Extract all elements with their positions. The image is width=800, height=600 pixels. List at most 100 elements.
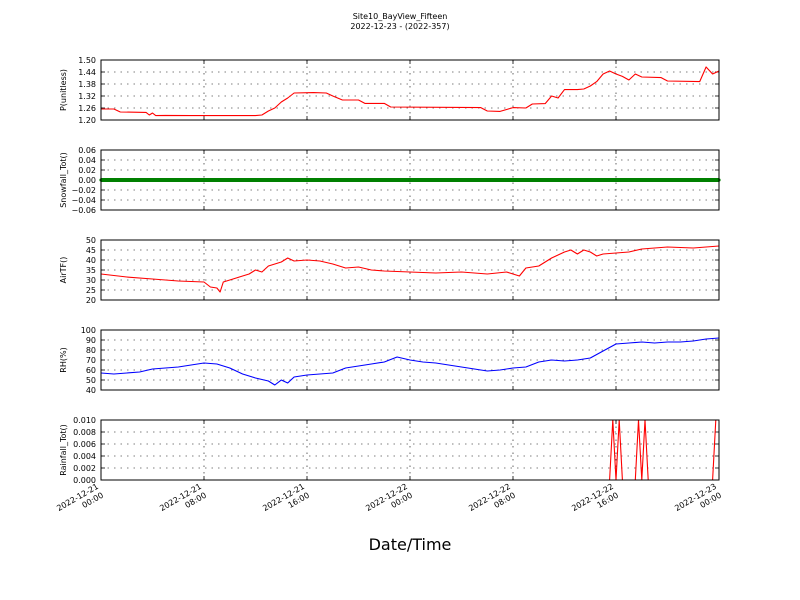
series-point: [653, 178, 657, 182]
series-point: [379, 178, 383, 182]
series-point: [498, 178, 502, 182]
y-tick-label: 0.008: [73, 428, 96, 437]
series-point: [636, 178, 641, 182]
series-point: [147, 178, 151, 182]
series-point: [591, 178, 596, 182]
series-point: [215, 178, 219, 182]
series-point: [710, 178, 715, 182]
series-point: [237, 178, 242, 182]
series-point: [292, 178, 296, 182]
series-point: [582, 178, 586, 182]
series-point: [224, 178, 229, 182]
y-axis-label: RH(%): [59, 347, 68, 372]
series-point: [244, 178, 248, 182]
series-point: [138, 178, 142, 182]
series-point: [324, 178, 328, 182]
series-point: [395, 178, 399, 182]
series-point: [141, 178, 145, 182]
y-tick-label: 0.002: [73, 464, 96, 473]
series-point: [633, 178, 637, 182]
series-point: [585, 178, 589, 182]
series-point: [524, 178, 528, 182]
series-point: [533, 178, 538, 182]
series-point: [405, 178, 409, 182]
chart-subtitle: 2022-12-23 - (2022-357): [350, 22, 449, 31]
series-point: [556, 178, 560, 182]
series-point: [125, 178, 129, 182]
series-point: [459, 178, 464, 182]
series-point: [360, 178, 364, 182]
series-point: [411, 178, 415, 182]
series-point: [595, 178, 599, 182]
series-point: [257, 178, 261, 182]
chart-panel-5: 0.010 0.008 0.006 0.004 0.002 0.000 Rainfall_T…: [59, 416, 720, 485]
series-point: [372, 178, 377, 182]
series-point: [482, 178, 486, 182]
y-tick-label: 50: [86, 376, 96, 385]
series-point: [414, 178, 419, 182]
series-point: [347, 178, 351, 182]
y-tick-label: 90: [86, 336, 96, 345]
series-point: [195, 178, 200, 182]
series-point: [350, 178, 354, 182]
y-tick-label: 100: [81, 326, 96, 335]
y-tick-label: 1.26: [78, 104, 96, 113]
series-point: [118, 178, 122, 182]
y-tick-label: 50: [86, 236, 96, 245]
series-point: [540, 178, 544, 182]
series-point: [344, 178, 348, 182]
panels-group: 1.501.441.381.321.261.20P(unitless)0.060…: [59, 56, 721, 485]
y-tick-label: 80: [86, 346, 96, 355]
series-point: [511, 178, 515, 182]
series-point: [704, 178, 708, 182]
series-point: [295, 178, 299, 182]
chart-panel-2: 0.060.040.020.00−0.02−0.04−0.06Snowfall_…: [59, 146, 721, 215]
y-axis-label: AirTF(): [59, 257, 68, 284]
series-point: [363, 178, 367, 182]
series-point: [659, 178, 663, 182]
series-point: [514, 178, 518, 182]
series-point: [675, 178, 679, 182]
series-point: [688, 178, 692, 182]
series-point: [643, 178, 647, 182]
y-tick-label: 45: [86, 246, 96, 255]
series-point: [266, 178, 270, 182]
series-point: [475, 178, 480, 182]
series-point: [385, 178, 390, 182]
series-point: [466, 178, 470, 182]
series-point: [472, 178, 476, 182]
y-tick-label: 1.50: [78, 56, 96, 65]
series-point: [495, 178, 499, 182]
y-tick-label: 0.06: [78, 146, 96, 155]
panel-frame: [100, 59, 720, 121]
series-point: [463, 178, 467, 182]
series-point: [630, 178, 634, 182]
series-point: [701, 178, 705, 182]
series-point: [121, 178, 126, 182]
series-point: [166, 178, 171, 182]
series-point: [601, 178, 605, 182]
y-tick-label: 0.04: [78, 156, 96, 165]
series-point: [221, 178, 225, 182]
series-point: [714, 178, 718, 182]
series-point: [311, 178, 316, 182]
series-point: [440, 178, 444, 182]
series-point: [678, 178, 682, 182]
series-point: [356, 178, 361, 182]
series-point: [183, 178, 187, 182]
series-point: [269, 178, 274, 182]
series-point: [546, 178, 551, 182]
series-point: [427, 178, 431, 182]
series-point: [102, 178, 106, 182]
series-point: [105, 178, 110, 182]
y-tick-label: 40: [86, 386, 96, 395]
series-point: [115, 178, 119, 182]
series-point: [260, 178, 264, 182]
series-point: [154, 178, 158, 182]
series-point: [627, 178, 631, 182]
series-point: [537, 178, 541, 182]
series-point: [366, 178, 370, 182]
